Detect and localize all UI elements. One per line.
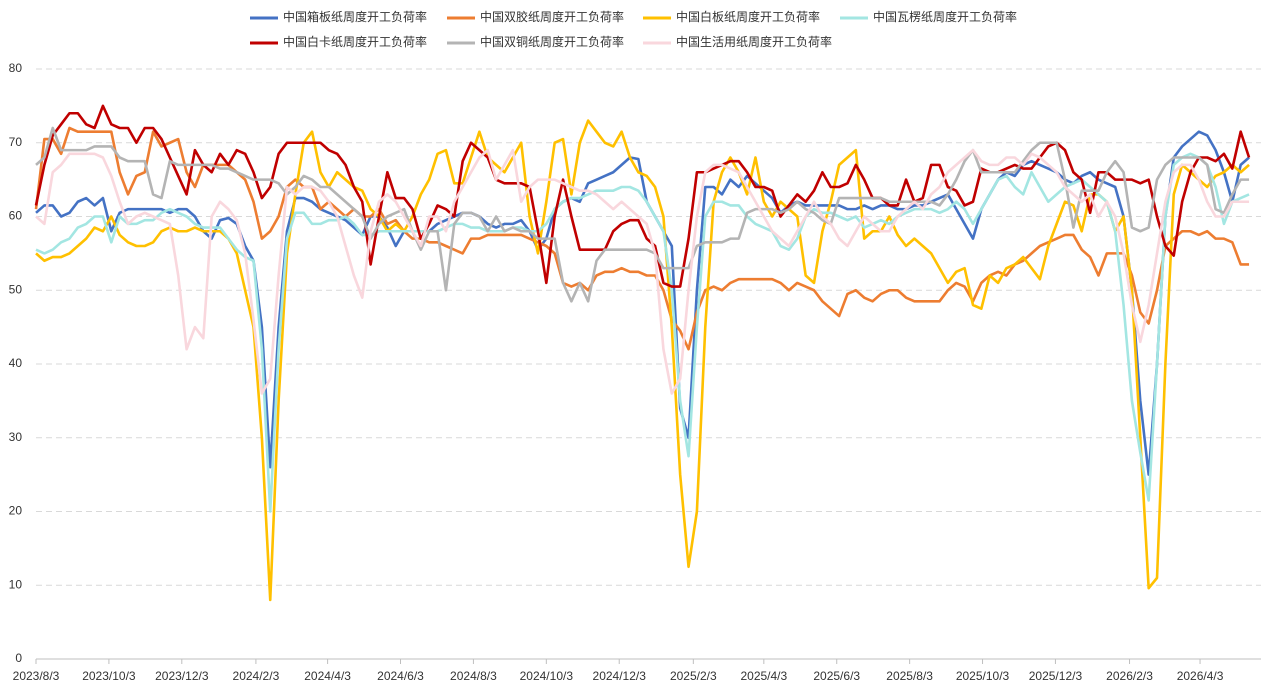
y-tick-label: 70 [9,135,23,149]
x-tick-label: 2025/8/3 [886,669,933,683]
series-line [35,126,1250,303]
y-tick-label: 30 [9,430,23,444]
x-tick-label: 2024/8/3 [450,669,497,683]
legend-label: 中国白卡纸周度开工负荷率 [283,34,427,49]
x-tick-label: 2025/10/3 [956,669,1010,683]
y-tick-label: 80 [9,61,23,75]
x-tick-label: 2025/12/3 [1029,669,1083,683]
series-line [35,130,1250,476]
x-tick-label: 2024/2/3 [233,669,280,683]
series-line [35,148,1250,395]
legend-label: 中国白板纸周度开工负荷率 [676,9,820,24]
series-line [35,152,1250,513]
x-tick-label: 2023/10/3 [82,669,136,683]
x-tick-label: 2024/6/3 [377,669,424,683]
x-tick-label: 2023/8/3 [13,669,60,683]
y-tick-label: 60 [9,209,23,223]
series-line [35,119,1250,602]
legend-label: 中国箱板纸周度开工负荷率 [283,9,427,24]
legend-label: 中国生活用纸周度开工负荷率 [676,34,832,49]
x-tick-label: 2024/4/3 [304,669,351,683]
x-tick-label: 2026/2/3 [1106,669,1153,683]
x-tick-label: 2025/2/3 [670,669,717,683]
x-tick-label: 2025/6/3 [813,669,860,683]
x-tick-label: 2023/12/3 [155,669,209,683]
y-tick-label: 20 [9,504,23,518]
x-tick-label: 2025/4/3 [740,669,787,683]
y-tick-label: 0 [15,651,22,665]
series-line [34,104,1251,288]
y-tick-label: 50 [9,282,23,296]
legend-label: 中国双胶纸周度开工负荷率 [480,9,624,24]
x-tick-label: 2024/12/3 [593,669,647,683]
x-tick-label: 2024/10/3 [520,669,574,683]
x-tick-label: 2026/4/3 [1177,669,1224,683]
legend-label: 中国瓦楞纸周度开工负荷率 [873,9,1017,24]
y-tick-label: 10 [9,577,23,591]
legend-label: 中国双铜纸周度开工负荷率 [480,34,624,49]
y-tick-label: 40 [9,356,23,370]
